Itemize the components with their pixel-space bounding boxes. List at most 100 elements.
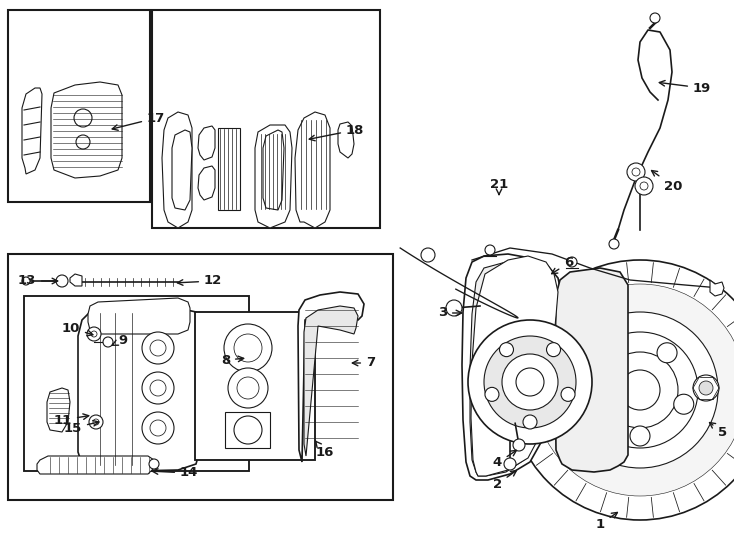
- Text: 3: 3: [437, 307, 462, 320]
- Text: 13: 13: [18, 274, 58, 287]
- Circle shape: [421, 248, 435, 262]
- Polygon shape: [298, 292, 364, 462]
- Polygon shape: [470, 262, 554, 476]
- Bar: [218, 128, 240, 210]
- Text: 15: 15: [64, 421, 99, 435]
- Polygon shape: [462, 254, 562, 480]
- Text: 16: 16: [316, 441, 335, 460]
- Polygon shape: [471, 256, 558, 476]
- Circle shape: [699, 381, 713, 395]
- Bar: [152, 10, 380, 228]
- Polygon shape: [22, 88, 42, 174]
- Text: 5: 5: [710, 422, 727, 438]
- Circle shape: [650, 13, 660, 23]
- Circle shape: [603, 343, 623, 363]
- Bar: [24, 296, 249, 471]
- Circle shape: [150, 420, 166, 436]
- Circle shape: [561, 387, 575, 401]
- Text: 10: 10: [62, 321, 93, 336]
- Circle shape: [224, 324, 272, 372]
- Bar: [8, 10, 150, 202]
- Circle shape: [56, 275, 68, 287]
- Bar: [8, 254, 393, 500]
- Circle shape: [635, 177, 653, 195]
- Polygon shape: [37, 456, 154, 474]
- Circle shape: [149, 459, 159, 469]
- Circle shape: [22, 277, 30, 285]
- Circle shape: [693, 375, 719, 401]
- Polygon shape: [88, 298, 190, 334]
- Polygon shape: [255, 125, 292, 228]
- Text: 21: 21: [490, 178, 508, 194]
- Polygon shape: [263, 130, 284, 210]
- Circle shape: [485, 387, 499, 401]
- Text: 6: 6: [552, 256, 573, 274]
- Circle shape: [142, 332, 174, 364]
- Circle shape: [484, 336, 576, 428]
- Circle shape: [502, 354, 558, 410]
- Text: 2: 2: [493, 470, 517, 490]
- Circle shape: [150, 340, 166, 356]
- Circle shape: [657, 343, 677, 363]
- Circle shape: [586, 394, 606, 414]
- Circle shape: [627, 163, 645, 181]
- Circle shape: [620, 370, 660, 410]
- Circle shape: [93, 419, 99, 425]
- Circle shape: [562, 312, 718, 468]
- Text: 4: 4: [493, 450, 517, 469]
- Circle shape: [446, 300, 462, 316]
- Text: 11: 11: [54, 414, 89, 427]
- Text: 8: 8: [221, 354, 244, 367]
- Text: 14: 14: [153, 467, 198, 480]
- Circle shape: [640, 182, 648, 190]
- Polygon shape: [47, 388, 70, 432]
- Text: 20: 20: [652, 171, 683, 192]
- Text: 17: 17: [112, 111, 165, 130]
- Circle shape: [142, 372, 174, 404]
- Circle shape: [89, 415, 103, 429]
- Circle shape: [87, 327, 101, 341]
- Circle shape: [150, 380, 166, 396]
- Circle shape: [74, 109, 92, 127]
- Polygon shape: [555, 268, 628, 472]
- Polygon shape: [51, 82, 122, 178]
- Polygon shape: [162, 112, 192, 228]
- Circle shape: [504, 458, 516, 470]
- Circle shape: [567, 257, 577, 267]
- Text: 1: 1: [596, 512, 617, 530]
- Text: 12: 12: [178, 274, 222, 287]
- Circle shape: [103, 337, 113, 347]
- Circle shape: [76, 135, 90, 149]
- Circle shape: [632, 168, 640, 176]
- Polygon shape: [172, 130, 192, 210]
- Polygon shape: [70, 274, 82, 286]
- Circle shape: [485, 245, 495, 255]
- Circle shape: [674, 394, 694, 414]
- Circle shape: [500, 343, 514, 356]
- Circle shape: [513, 439, 525, 451]
- Circle shape: [91, 331, 97, 337]
- Polygon shape: [295, 112, 330, 228]
- Text: 7: 7: [352, 356, 375, 369]
- Polygon shape: [78, 308, 200, 472]
- Text: 18: 18: [309, 124, 364, 141]
- Polygon shape: [710, 280, 724, 296]
- Circle shape: [609, 239, 619, 249]
- Circle shape: [547, 343, 561, 356]
- Circle shape: [516, 368, 544, 396]
- Circle shape: [234, 416, 262, 444]
- Circle shape: [602, 352, 678, 428]
- Bar: [195, 312, 315, 460]
- Text: 19: 19: [659, 80, 711, 94]
- Circle shape: [142, 412, 174, 444]
- Circle shape: [234, 334, 262, 362]
- Circle shape: [534, 284, 734, 496]
- Circle shape: [523, 415, 537, 429]
- Circle shape: [228, 368, 268, 408]
- Circle shape: [237, 377, 259, 399]
- Circle shape: [510, 260, 734, 520]
- Polygon shape: [198, 166, 215, 200]
- Circle shape: [630, 426, 650, 446]
- Polygon shape: [225, 412, 270, 448]
- Polygon shape: [304, 306, 358, 456]
